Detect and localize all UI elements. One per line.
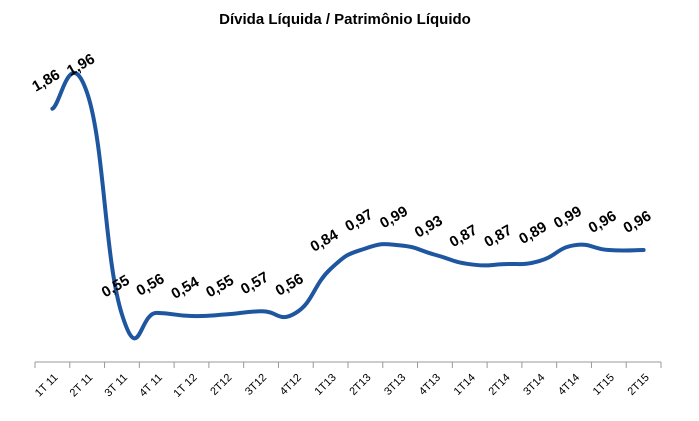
x-tick-label: 2T13 — [347, 372, 373, 398]
data-label: 0,87 — [447, 222, 481, 251]
data-label: 1,86 — [29, 66, 63, 95]
data-label: 0,99 — [377, 203, 411, 232]
x-tick-label: 1T 12 — [171, 372, 199, 400]
x-tick-label: 4T14 — [556, 372, 582, 398]
x-tick-label: 1T 11 — [33, 372, 61, 400]
data-label: 0,56 — [134, 270, 168, 299]
data-label: 0,96 — [620, 207, 654, 236]
line — [50, 71, 646, 341]
data-label: 0,55 — [203, 272, 237, 301]
data-label: 0,84 — [307, 226, 341, 256]
x-tick-label: 4T12 — [278, 372, 304, 398]
data-label: 0,57 — [238, 269, 272, 298]
x-tick-label: 4T13 — [417, 372, 443, 398]
data-label: 0,93 — [412, 212, 446, 241]
x-tick-label: 2T 11 — [68, 372, 96, 400]
x-tick-label: 3T14 — [521, 372, 547, 398]
x-tick-label: 2T14 — [486, 372, 512, 398]
data-label: 0,54 — [168, 273, 202, 303]
x-tick-label: 1T14 — [452, 372, 478, 398]
x-tick-label: 2T12 — [208, 372, 234, 398]
x-tick-label: 1T13 — [313, 372, 339, 398]
x-tick-label: 4T 11 — [137, 372, 165, 400]
data-label: 0,97 — [342, 206, 376, 235]
data-label: 0,99 — [551, 203, 585, 232]
x-tick-label: 3T12 — [243, 372, 269, 398]
x-tick-label: 3T 11 — [102, 372, 130, 400]
x-tick-label: 1T15 — [591, 372, 617, 398]
x-tick-label: 3T13 — [382, 372, 408, 398]
x-tick-label: 2T15 — [626, 372, 652, 398]
data-label: 0,89 — [516, 218, 550, 247]
data-label: 0,56 — [273, 270, 307, 299]
data-label: 0,87 — [481, 222, 515, 251]
data-label: 0,96 — [586, 207, 620, 236]
chart-title: Dívida Líquida / Patrimônio Líquido — [219, 11, 471, 28]
